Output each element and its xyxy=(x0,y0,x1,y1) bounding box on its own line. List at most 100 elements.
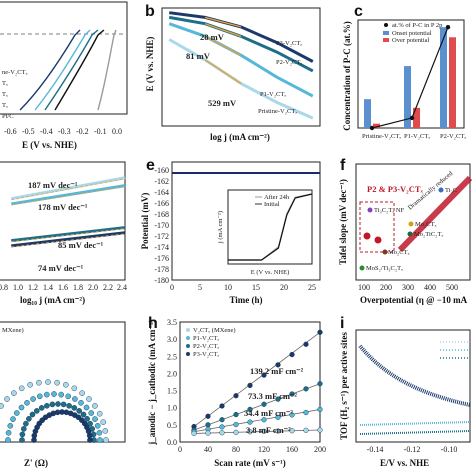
panel-h-legend: V₂CTₓ (MXene) P1-V₂CTₓ P2-V₂CTₓ P3-V₂CTₓ xyxy=(186,327,236,358)
panel-g-point xyxy=(0,403,4,409)
panel-h-y-ticks: 0.0 0.5 1.0 1.5 2.0 2.5 3.0 3.5 xyxy=(167,318,177,447)
panel-b-series-line xyxy=(169,11,314,63)
panel-h-annotation-3: 3.8 mF cm⁻² xyxy=(246,425,291,435)
panel-b-curve-label-pristine: Pristine-V₂CTₓ xyxy=(258,108,297,115)
panel-f-label: f xyxy=(340,157,346,174)
panel-d-x-tick: 1.0 xyxy=(13,283,23,292)
panel-g-point xyxy=(26,415,32,422)
panel-g-point xyxy=(80,411,87,418)
panel-g-point xyxy=(44,391,50,398)
panel-g-point xyxy=(76,408,82,414)
panel-f-point-label: Mo₂TiC₂Tₓ xyxy=(414,231,443,238)
panel-i-legend xyxy=(440,341,470,359)
panel-f-point xyxy=(367,207,373,213)
panel-d-fit-line xyxy=(11,186,126,206)
panel-d-annotation-187: 187 mV dec⁻¹ xyxy=(28,180,78,190)
panel-g-point xyxy=(83,404,90,411)
panel-g-point xyxy=(63,381,69,388)
panel-e-x-label: Time (h) xyxy=(229,295,262,305)
panel-e-frame xyxy=(171,161,321,281)
panel-h-point xyxy=(261,401,267,407)
panel-h-point xyxy=(261,417,267,423)
panel-c: c Concentration of P-C (at.%) at.% of P-… xyxy=(342,3,466,140)
panel-e-x-tick: 20 xyxy=(280,283,288,292)
panel-g-point xyxy=(44,402,50,409)
panel-e-inset: j (mA cm⁻²) E (V vs. NHE) After 24h Init… xyxy=(217,189,313,276)
panel-e-x-tick: 10 xyxy=(224,283,232,292)
panel-e-y-ticks: -160 -162 -164 -166 -168 -170 -172 -174 … xyxy=(154,166,169,285)
panel-e: e Potential (mV) -160 -162 -164 -166 -16… xyxy=(140,157,321,305)
panel-e-y-tick: -176 xyxy=(154,254,169,263)
panel-h-y-label: j_anodic − j_cathodic (mA cm⁻²) xyxy=(147,319,157,446)
panel-b-tafel-fit xyxy=(204,35,242,56)
panel-g-point xyxy=(45,379,51,385)
legend-label-over: Over potential xyxy=(392,37,430,44)
panel-a-curve-3 xyxy=(44,29,99,111)
panel-b-frame xyxy=(161,7,321,127)
panel-g-point xyxy=(36,379,42,386)
panel-c-bar-over xyxy=(449,37,456,128)
panel-a-x-tick: -0.4 xyxy=(40,127,53,136)
panel-f-point xyxy=(438,187,444,193)
panel-h-fit-line xyxy=(193,331,321,427)
panel-g-point xyxy=(4,396,10,402)
panel-d-x-tick: 2.2 xyxy=(103,283,113,292)
panel-h-point xyxy=(275,414,281,420)
panel-a-x-tick: -0.6 xyxy=(4,127,17,136)
panel-h-point xyxy=(205,422,211,428)
panel-e-y-tick: -170 xyxy=(154,221,169,230)
panel-a-curve-4 xyxy=(54,29,105,111)
panel-h: h j_anodic − j_cathodic (mA cm⁻²) Scan r… xyxy=(147,315,326,468)
panel-h-point xyxy=(233,429,239,436)
panel-e-inset-line xyxy=(228,193,313,261)
panel-h-legend-mxene: V₂CTₓ (MXene) xyxy=(193,327,236,334)
panel-d-x-ticks: 0.8 1.0 1.2 1.4 1.6 1.8 2.0 2.2 2.4 xyxy=(0,283,127,292)
panel-e-y-tick: -180 xyxy=(154,276,169,285)
panel-h-annotation-139: 139.2 mF cm⁻² xyxy=(250,366,304,376)
panel-e-y-tick: -174 xyxy=(154,243,169,252)
panel-g-point xyxy=(19,437,25,443)
panel-f-point xyxy=(359,265,365,271)
panel-f-x-ticks: 100 200 300 400 500 xyxy=(358,283,458,292)
panel-h-point xyxy=(247,419,253,425)
panel-h-point xyxy=(317,381,323,387)
panel-h-point xyxy=(219,424,225,430)
panel-b-curve-label-p3: P3-V₂CTₓ xyxy=(276,40,302,47)
panel-g-x-label: Z' (Ω) xyxy=(24,458,48,468)
panel-f-point-label: Ti₃C xyxy=(445,187,457,194)
panel-c-pc-point xyxy=(369,125,375,131)
panel-f-point-label: Mo₂CTₓ xyxy=(415,221,437,228)
panel-f-point-label: Mo₂CTₓ xyxy=(388,249,410,256)
panel-b: b E (V vs. NHE) log j (mA cm⁻²) P3-V₂CTₓ… xyxy=(145,3,321,142)
inset-legend-initial: Initial xyxy=(264,201,280,208)
panel-h-x-ticks: 0 40 80 120 160 200 xyxy=(178,445,326,454)
panel-h-point xyxy=(303,341,309,347)
panel-e-y-tick: -162 xyxy=(154,177,169,186)
panel-f-star-p2 xyxy=(363,232,371,240)
panel-d-series-line xyxy=(11,226,126,243)
panel-a-x-tick: -0.1 xyxy=(94,127,107,136)
panel-d-series-line xyxy=(11,184,126,206)
panel-g-point xyxy=(55,401,61,407)
panel-g-point xyxy=(7,422,14,429)
panel-f-point xyxy=(382,249,388,255)
panel-h-fit-line xyxy=(193,383,321,431)
panel-c-x-label-p2: P2-V₂CTₓ xyxy=(440,133,466,140)
panel-a-x-tick: -0.2 xyxy=(76,127,89,136)
panel-e-y-label: Potential (mV) xyxy=(140,193,150,250)
panel-h-point xyxy=(317,329,323,335)
panel-g-point xyxy=(88,410,94,416)
panel-g-legend-fragment: MXene) xyxy=(2,327,24,334)
panel-b-annotation-529: 529 mV xyxy=(208,98,237,108)
panel-g-point xyxy=(100,419,106,425)
panel-a-x-label: E (V vs. NHE) xyxy=(22,140,77,150)
panel-b-label: b xyxy=(145,3,155,20)
panel-g-point xyxy=(92,403,98,409)
panel-c-x-label-pristine: Pristine-V₂CTₓ xyxy=(362,133,401,140)
panel-e-x-tick: 5 xyxy=(198,283,202,292)
panel-g-frame xyxy=(0,321,126,443)
panel-f-x-tick: 100 xyxy=(358,283,370,292)
panel-h-point xyxy=(275,396,281,402)
panel-i-x-tick: -0.14 xyxy=(367,445,384,454)
